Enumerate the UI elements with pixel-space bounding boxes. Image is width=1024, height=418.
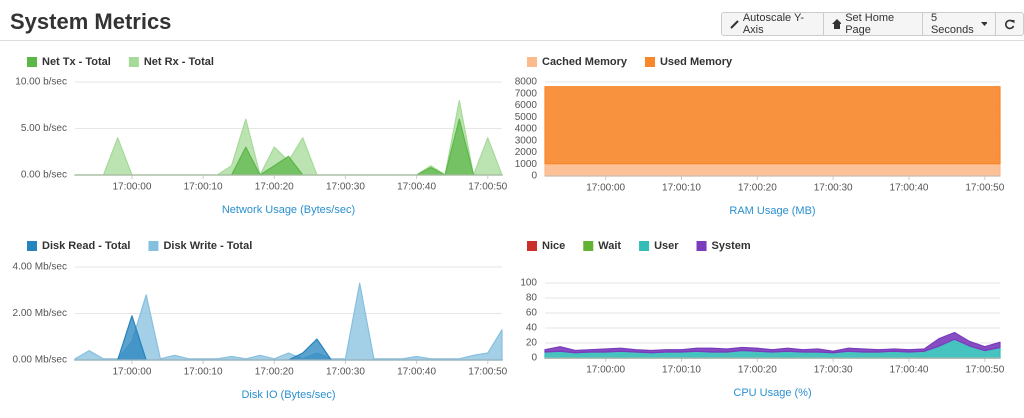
area-series (74, 118, 503, 176)
y-tick-label: 60 (526, 308, 538, 319)
y-tick-label: 4000 (515, 124, 538, 135)
button-label: 5 Seconds (930, 12, 974, 36)
legend-label: Net Tx - Total (42, 56, 111, 68)
x-tick-label: 17:00:10 (662, 365, 701, 376)
y-tick-label: 8000 (515, 77, 538, 88)
x-tick-label: 17:00:10 (184, 367, 223, 378)
x-tick-label: 17:00:10 (662, 183, 701, 194)
axis-title: Disk IO (Bytes/sec) (241, 389, 335, 401)
interval-dropdown[interactable]: 5 Seconds (923, 12, 996, 36)
y-tick-label: 5.00 b/sec (21, 123, 67, 134)
legend-label: Cached Memory (542, 56, 628, 68)
toolbar: Autoscale Y-Axis Set Home Page 5 Seconds (721, 12, 1024, 36)
refresh-icon (1005, 19, 1015, 29)
wand-icon (730, 20, 739, 29)
x-tick-label: 17:00:30 (326, 182, 365, 193)
legend-swatch (128, 57, 139, 67)
x-tick-label: 17:00:00 (112, 367, 151, 378)
legend-swatch (27, 57, 37, 67)
legend-swatch (148, 241, 159, 251)
axis-title: RAM Usage (MB) (729, 205, 815, 217)
y-tick-label: 2000 (515, 147, 538, 158)
refresh-button[interactable] (996, 13, 1023, 35)
button-label: Set Home Page (845, 12, 895, 36)
x-tick-label: 17:00:40 (890, 183, 929, 194)
legend-swatch (696, 241, 707, 251)
autoscale-button[interactable]: Autoscale Y-Axis (722, 12, 825, 36)
x-tick-label: 17:00:00 (586, 183, 625, 194)
legend-label: Disk Write - Total (163, 240, 252, 252)
x-tick-label: 17:00:50 (965, 365, 1004, 376)
button-label: Autoscale Y-Axis (742, 12, 804, 36)
y-tick-label: 1000 (515, 159, 538, 170)
x-tick-label: 17:00:30 (814, 183, 853, 194)
y-tick-label: 20 (526, 338, 538, 349)
legend-swatch (527, 241, 537, 251)
y-tick-label: 0 (531, 171, 537, 182)
x-tick-label: 17:00:30 (814, 365, 853, 376)
area-series (544, 163, 1001, 177)
legend-label: Wait (598, 240, 621, 252)
x-tick-label: 17:00:20 (255, 182, 294, 193)
legend-swatch (639, 241, 650, 251)
x-tick-label: 17:00:50 (468, 367, 507, 378)
header: System Metrics Autoscale Y-Axis Set Home… (0, 0, 1024, 41)
caret-icon (980, 21, 987, 26)
y-tick-label: 10.00 b/sec (15, 77, 67, 88)
area-series (544, 86, 1001, 165)
y-tick-label: 6000 (515, 100, 538, 111)
y-tick-label: 5000 (515, 112, 538, 123)
y-tick-label: 2.00 Mb/sec (13, 308, 67, 319)
x-tick-label: 17:00:50 (468, 182, 507, 193)
y-tick-label: 0 (531, 353, 537, 364)
page-title: System Metrics (10, 9, 172, 34)
legend-label: Disk Read - Total (42, 240, 130, 252)
legend-swatch (527, 57, 537, 67)
x-tick-label: 17:00:00 (586, 365, 625, 376)
y-tick-label: 100 (520, 278, 537, 289)
y-tick-label: 0.00 b/sec (21, 170, 67, 181)
x-tick-label: 17:00:20 (255, 367, 294, 378)
axis-title: CPU Usage (%) (733, 387, 811, 399)
y-tick-label: 80 (526, 293, 538, 304)
legend-label: User (654, 240, 679, 252)
x-tick-label: 17:00:50 (965, 183, 1004, 194)
legend-label: Used Memory (660, 56, 733, 68)
x-tick-label: 17:00:40 (397, 367, 436, 378)
x-tick-label: 17:00:30 (326, 367, 365, 378)
legend-swatch (644, 57, 655, 67)
x-tick-label: 17:00:40 (397, 182, 436, 193)
legend-swatch (583, 241, 594, 251)
home-button[interactable]: Set Home Page (824, 12, 923, 36)
y-tick-label: 0.00 Mb/sec (13, 355, 67, 366)
legend-swatch (27, 241, 37, 251)
x-tick-label: 17:00:00 (112, 182, 151, 193)
home-icon (832, 19, 842, 29)
y-tick-label: 7000 (515, 88, 538, 99)
x-tick-label: 17:00:20 (738, 183, 777, 194)
x-tick-label: 17:00:20 (738, 365, 777, 376)
y-tick-label: 4.00 Mb/sec (13, 262, 67, 273)
y-tick-label: 3000 (515, 135, 538, 146)
x-tick-label: 17:00:10 (184, 182, 223, 193)
y-tick-label: 40 (526, 323, 538, 334)
axis-title: Network Usage (Bytes/sec) (222, 204, 355, 216)
legend-label: Nice (542, 240, 565, 252)
x-tick-label: 17:00:40 (890, 365, 929, 376)
area-series (544, 331, 1001, 354)
legend-label: Net Rx - Total (144, 56, 214, 68)
legend-label: System (712, 240, 751, 252)
